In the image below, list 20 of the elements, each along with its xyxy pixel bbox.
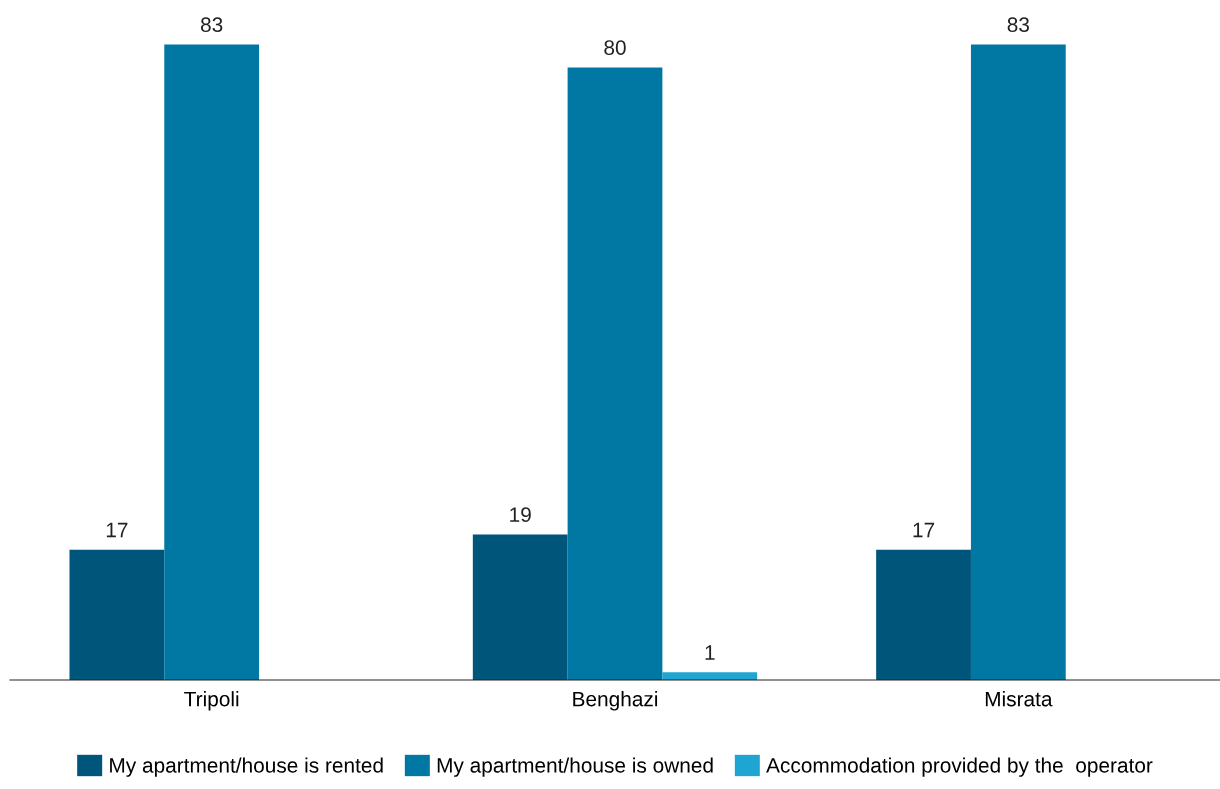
data-label: 17 — [913, 522, 935, 538]
bar — [69, 549, 165, 680]
legend-label: Accommodation provided by the operator — [766, 757, 1153, 777]
x-tick-label: Misrata — [985, 691, 1053, 707]
bar — [970, 44, 1066, 680]
bar — [876, 549, 971, 680]
data-label: 1 — [705, 645, 715, 660]
legend-label: My apartment/house is owned — [437, 757, 713, 777]
bar — [472, 534, 568, 680]
bar — [164, 44, 260, 680]
bar — [662, 672, 758, 680]
data-label: 83 — [1007, 17, 1030, 33]
data-label: 83 — [200, 17, 223, 33]
x-tick-label: Tripoli — [184, 691, 239, 711]
data-label: 17 — [106, 522, 128, 538]
data-label: 19 — [510, 507, 531, 523]
x-tick-label: Benghazi — [573, 691, 658, 711]
data-label: 80 — [604, 40, 626, 56]
bar — [567, 67, 663, 680]
legend-label: My apartment/house is rented — [110, 757, 383, 777]
